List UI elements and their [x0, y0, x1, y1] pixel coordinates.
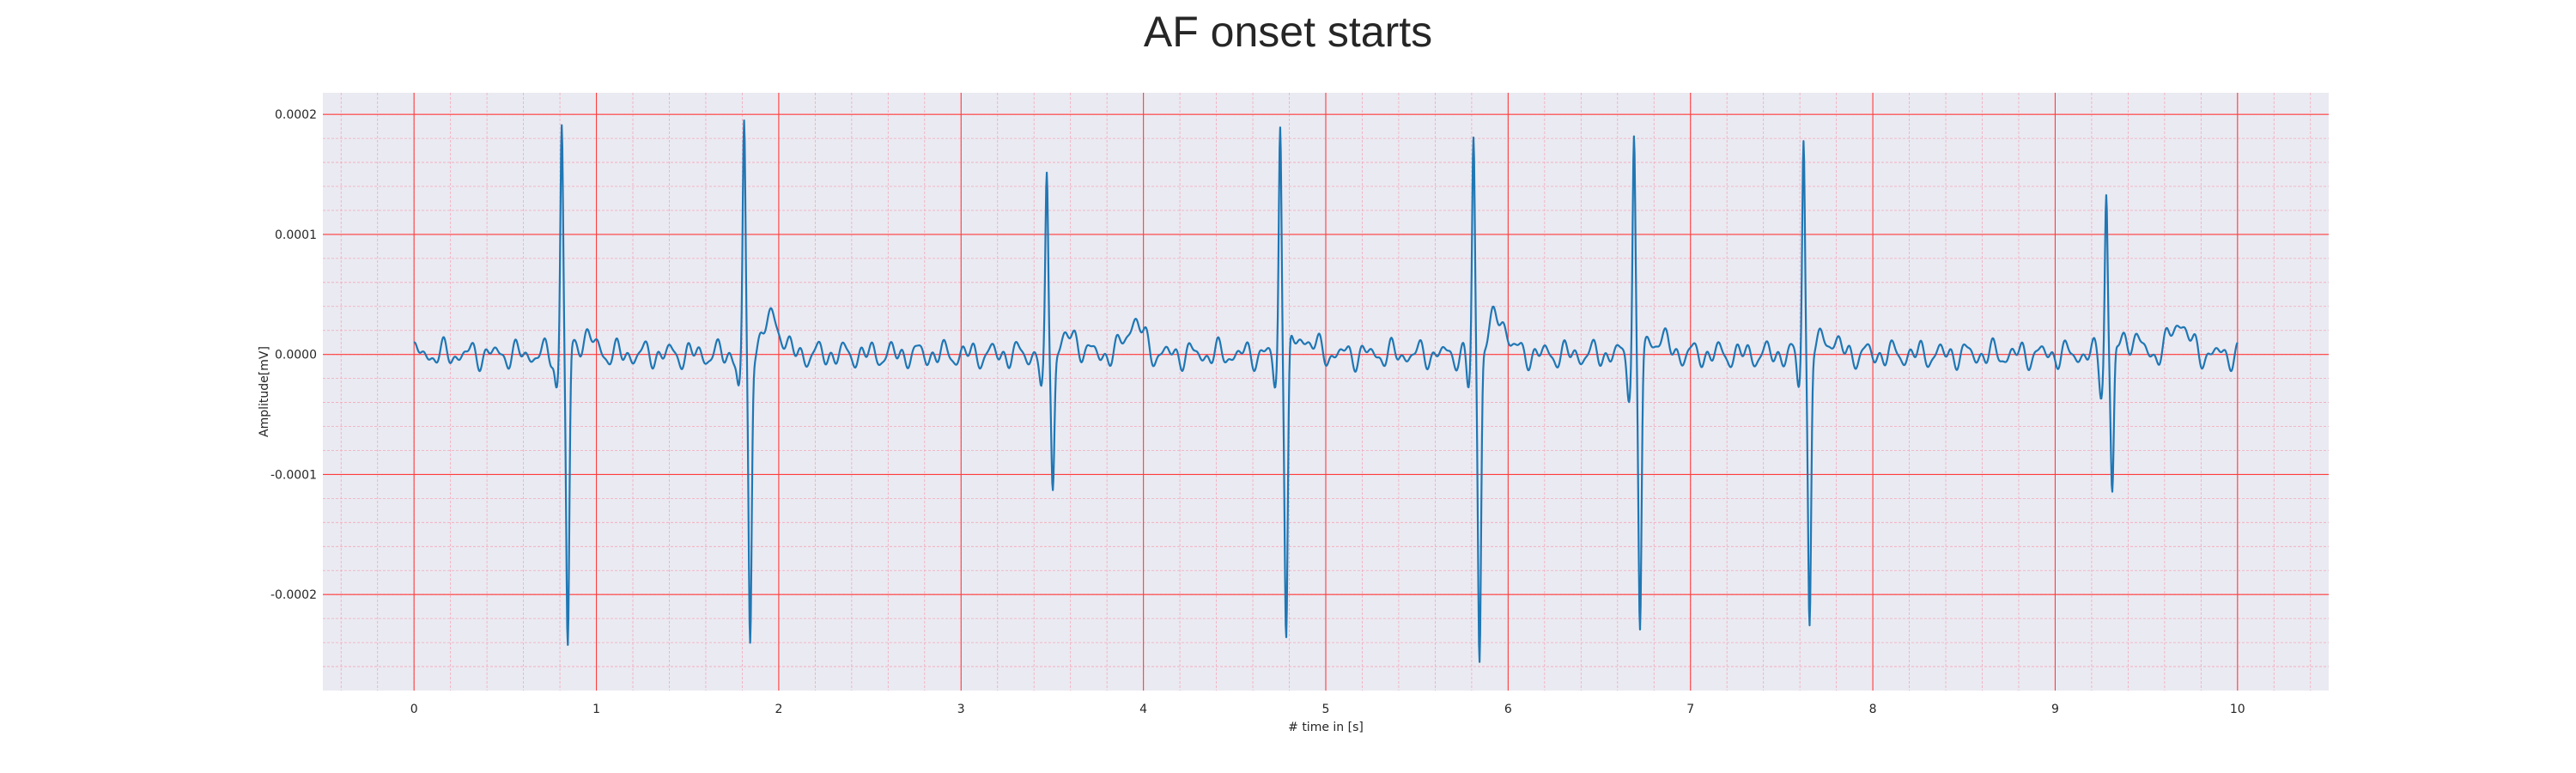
x-tick-label: 1 — [592, 703, 600, 716]
x-tick-label: 8 — [1869, 703, 1877, 716]
x-tick-labels: 0 1 2 3 4 5 6 7 8 9 10 — [410, 703, 2245, 716]
y-tick-label: -0.0002 — [270, 588, 317, 602]
x-tick-label: 2 — [775, 703, 782, 716]
y-tick-label: 0.0001 — [275, 228, 317, 242]
y-tick-label: 0.0002 — [275, 108, 317, 122]
y-axis-label: Amplitude[mV] — [258, 346, 271, 437]
chart-title: AF onset starts — [1143, 8, 1433, 56]
y-tick-label: -0.0001 — [270, 468, 317, 482]
x-tick-label: 3 — [957, 703, 965, 716]
ecg-series-line — [413, 119, 2239, 663]
major-grid — [323, 93, 2329, 691]
y-tick-label: 0.0000 — [275, 349, 317, 362]
x-tick-label: 4 — [1139, 703, 1147, 716]
x-tick-label: 6 — [1504, 703, 1512, 716]
x-tick-label: 10 — [2230, 703, 2245, 716]
y-tick-labels: 0.0002 0.0001 0.0000 -0.0001 -0.0002 — [270, 108, 317, 602]
x-axis-label: # time in [s] — [1288, 721, 1364, 734]
x-tick-label: 7 — [1686, 703, 1694, 716]
x-tick-label: 9 — [2051, 703, 2059, 716]
x-tick-label: 5 — [1322, 703, 1330, 716]
x-tick-label: 0 — [410, 703, 418, 716]
series-group — [413, 119, 2239, 663]
